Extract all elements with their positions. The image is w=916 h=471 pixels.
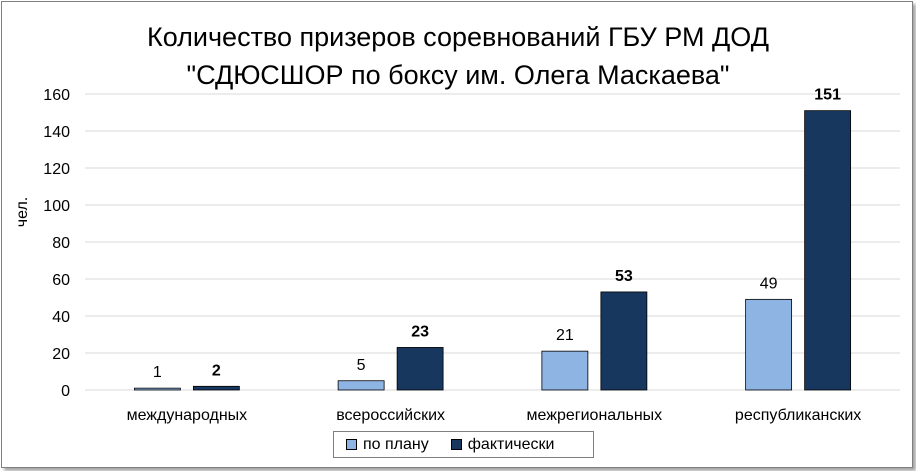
bar-plan [541,350,589,391]
bars [133,110,852,391]
data-label: 151 [814,87,841,104]
y-tick-label: 60 [52,272,70,289]
bar-plan [745,298,793,391]
bar-actual [396,347,444,391]
legend-label-actual: фактически [467,435,555,453]
bar-actual [600,291,648,391]
chart-title-line1: Количество призеров соревнований ГБУ РМ … [147,22,769,52]
data-label: 23 [411,323,429,340]
y-tick-label: 120 [43,161,70,178]
data-label: 5 [357,357,366,374]
bar-plan [337,380,385,391]
y-tick-label: 20 [52,346,70,363]
y-axis-ticks: 0 20 40 60 80 100 120 140 160 [43,87,70,400]
legend-label-plan: по плану [363,435,429,453]
legend: по плану фактически [333,431,594,458]
y-tick-label: 140 [43,124,70,141]
y-tick-label: 0 [61,383,70,400]
data-label: 53 [615,268,633,285]
x-category-label: всероссийских [336,407,445,424]
chart-title: Количество призеров соревнований ГБУ РМ … [0,18,916,94]
data-label: 1 [153,364,162,381]
bar-plan [133,387,181,391]
x-category-label: международных [127,407,248,424]
data-label: 2 [212,362,221,379]
data-label: 21 [556,327,574,344]
x-category-label: республиканских [735,407,861,424]
chart-title-line2: "СДЮСШОР по боксу им. Олега Маскаева" [186,60,730,90]
legend-item-actual: фактически [450,435,555,454]
legend-swatch-actual [450,439,462,450]
y-axis-label: чел. [14,197,31,227]
y-tick-label: 160 [43,87,70,104]
y-tick-label: 100 [43,198,70,215]
y-tick-label: 40 [52,309,70,326]
x-axis-categories: международных всероссийских межрегиональны… [127,407,862,424]
x-category-label: межрегиональных [527,407,663,424]
legend-swatch-plan [346,439,357,450]
data-label: 49 [760,275,778,292]
y-tick-label: 80 [52,235,70,252]
bar-actual [804,110,852,391]
bar-actual [192,385,240,391]
legend-item-plan: по плану [346,436,429,454]
